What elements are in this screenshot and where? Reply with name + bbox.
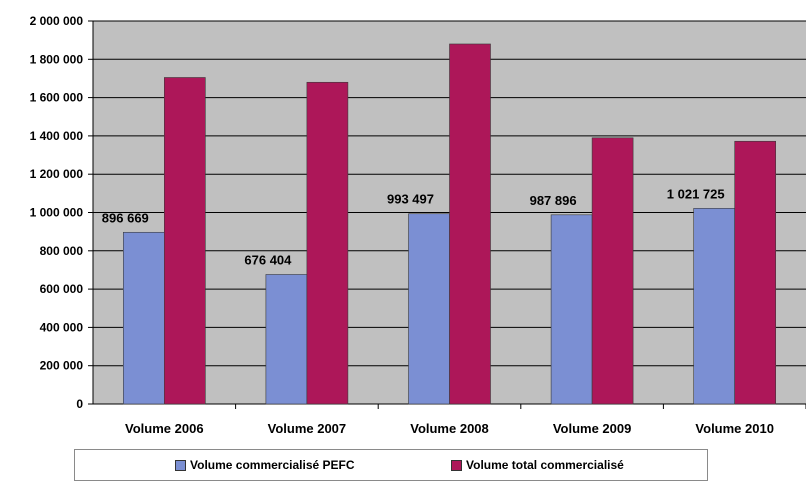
y-tick-label: 400 000 [40,320,84,334]
y-tick-label: 200 000 [40,359,84,373]
y-tick-label: 1 000 000 [30,206,84,220]
bar-total [591,137,634,405]
bar-total [449,43,491,405]
bar-pefc [123,231,165,405]
bar-total [164,77,206,405]
y-tick-label: 1 800 000 [30,52,84,66]
data-label: 993 497 [387,192,434,207]
chart-legend: Volume commercialisé PEFC Volume total c… [74,449,708,481]
y-tick-label: 1 400 000 [30,129,84,143]
y-tick-label: 800 000 [40,244,84,258]
legend-swatch-total [451,459,462,471]
y-tick-label: 1 600 000 [30,91,84,105]
y-tick-label: 0 [76,397,83,411]
legend-swatch-pefc [175,459,186,471]
data-label: 987 896 [530,193,577,208]
legend-item-total: Volume total commercialisé [451,458,624,472]
y-tick-label: 1 200 000 [30,167,84,181]
x-tick-label: Volume 2009 [553,421,632,436]
bar-pefc [265,274,308,405]
legend-label-total: Volume total commercialisé [466,458,624,472]
data-label: 896 669 [102,210,149,225]
bar-pefc [550,214,593,405]
bar-total [306,81,349,405]
x-tick-label: Volume 2008 [410,421,489,436]
x-tick-label: Volume 2006 [125,421,204,436]
bar-pefc [408,213,450,405]
data-label: 676 404 [244,252,292,267]
bar-pefc [693,208,736,405]
data-label: 1 021 725 [667,186,725,201]
bar-total [734,140,777,405]
y-tick-label: 2 000 000 [30,14,84,28]
legend-label-pefc: Volume commercialisé PEFC [190,458,355,472]
x-tick-label: Volume 2010 [695,421,774,436]
legend-item-pefc: Volume commercialisé PEFC [175,458,355,472]
x-tick-label: Volume 2007 [268,421,347,436]
y-tick-label: 600 000 [40,282,84,296]
